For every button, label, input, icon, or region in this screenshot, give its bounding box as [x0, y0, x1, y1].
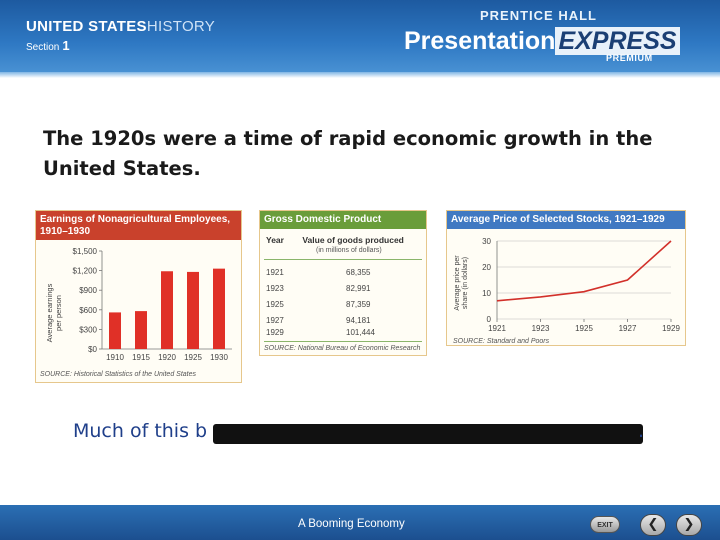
- stock-chart-panel: Average Price of Selected Stocks, 1921–1…: [446, 210, 686, 346]
- product-logo: Presentation EXPRESS: [404, 27, 680, 56]
- gdp-table-title: Gross Domestic Product: [260, 211, 426, 229]
- earnings-bar: [135, 311, 147, 349]
- earnings-bar-chart: Average earnings per person $0 $300 $600 $9…: [45, 247, 232, 362]
- stock-x-tick-label: 1923: [532, 324, 550, 333]
- previous-slide-button[interactable]: ❮: [640, 514, 666, 536]
- stock-series-line: [496, 240, 672, 302]
- gdp-value: 101,444: [346, 328, 375, 337]
- stock-x-tick-label: 1929: [662, 324, 680, 333]
- product-sub: PREMIUM: [606, 53, 653, 63]
- earnings-x-tick-label: 1920: [158, 353, 176, 362]
- stock-x-tick-label: 1921: [488, 324, 506, 333]
- footer-title: A Booming Economy: [298, 518, 405, 530]
- exit-button[interactable]: EXIT: [590, 516, 620, 533]
- earnings-x-tick-label: 1925: [184, 353, 202, 362]
- stock-chart-title: Average Price of Selected Stocks, 1921–1…: [447, 211, 685, 229]
- chevron-left-icon: ❮: [647, 517, 659, 532]
- earnings-y-tick-label: $1,500: [73, 247, 98, 256]
- slide-title: The 1920s were a time of rapid economic …: [43, 127, 653, 180]
- gdp-value: 94,181: [346, 316, 371, 325]
- publisher-name: PRENTICE HALL: [480, 8, 597, 23]
- gdp-year: 1927: [266, 316, 284, 325]
- gdp-col-year: Year: [266, 235, 284, 245]
- earnings-x-tick-label: 1910: [106, 353, 124, 362]
- gdp-year: 1921: [266, 268, 284, 277]
- earnings-x-tick-label: 1930: [210, 353, 228, 362]
- earnings-y-tick-label: $300: [79, 325, 97, 334]
- earnings-chart-panel: Earnings of Nonagricultural Employees, 1…: [35, 210, 242, 383]
- stock-line-chart: Average price per share (in dollars) 0 10…: [454, 237, 680, 333]
- stock-ylabel-2: share (in dollars): [462, 257, 469, 309]
- earnings-y-tick-label: $0: [88, 345, 97, 354]
- earnings-y-tick-label: $1,200: [73, 267, 98, 276]
- table-row: 1929 101,444: [266, 328, 416, 341]
- earnings-y-tick-label: $600: [79, 306, 97, 315]
- earnings-bar: [109, 312, 121, 349]
- table-row: 1925 87,359: [266, 300, 416, 313]
- footer-bar: A Booming Economy EXIT ❮ ❯: [0, 505, 720, 540]
- caption-visible-text: Much of this b: [73, 420, 208, 442]
- section-number: 1: [62, 38, 70, 53]
- earnings-title-line1: Earnings of Nonagricultural Employees,: [40, 214, 231, 225]
- earnings-y-tick-label: $900: [79, 286, 97, 295]
- gdp-col-value: Value of goods produced: [302, 235, 404, 245]
- product-name-b: EXPRESS: [555, 27, 680, 55]
- earnings-bar: [213, 268, 225, 349]
- section-label: Section: [26, 42, 60, 53]
- earnings-x-tick-label: 1915: [132, 353, 150, 362]
- stock-y-tick-label: 10: [482, 289, 491, 298]
- earnings-title-line2: 1910–1930: [40, 226, 91, 237]
- brand-light: HISTORY: [146, 18, 216, 35]
- table-row: 1927 94,181: [266, 316, 416, 329]
- earnings-ylabel-2: per person: [54, 295, 63, 331]
- stock-ylabel-1: Average price per: [454, 255, 461, 311]
- gdp-header-divider: [264, 259, 422, 260]
- section-indicator: Section 1: [26, 38, 70, 53]
- earnings-chart-title: Earnings of Nonagricultural Employees, 1…: [36, 211, 241, 240]
- gdp-value: 82,991: [346, 284, 371, 293]
- stock-x-tick-label: 1927: [619, 324, 637, 333]
- gdp-year: 1923: [266, 284, 284, 293]
- gdp-value: 68,355: [346, 268, 371, 277]
- next-slide-button[interactable]: ❯: [676, 514, 702, 536]
- gdp-year: 1929: [266, 328, 284, 337]
- header-band: UNITED STATESHISTORY Section 1 PRENTICE H…: [0, 0, 720, 78]
- slide-caption: Much of this b: [73, 420, 207, 442]
- stock-source: SOURCE: Standard and Poors: [453, 338, 550, 345]
- earnings-bar: [187, 271, 199, 349]
- gdp-table-panel: Gross Domestic Product Year Value of goo…: [259, 210, 427, 356]
- stock-y-tick-label: 20: [482, 263, 491, 272]
- earnings-source: SOURCE: Historical Statistics of the Uni…: [40, 371, 196, 378]
- brand-strong: UNITED STATES: [26, 18, 147, 35]
- earnings-ylabel-1: Average earnings: [45, 283, 54, 342]
- chevron-right-icon: ❯: [683, 517, 695, 532]
- product-name-a: Presentation: [404, 27, 556, 55]
- stock-y-tick-label: 0: [487, 315, 492, 324]
- gdp-header-row: Year Value of goods produced: [266, 235, 404, 245]
- stock-x-tick-label: 1925: [575, 324, 593, 333]
- earnings-bar: [161, 271, 173, 349]
- gdp-source: SOURCE: National Bureau of Economic Rese…: [264, 345, 421, 352]
- table-row: 1923 82,991: [266, 284, 416, 297]
- gdp-footer-divider: [264, 341, 422, 342]
- stock-y-tick-label: 30: [482, 237, 491, 246]
- caption-end-punct: .: [638, 420, 645, 442]
- redaction-bar: [213, 424, 643, 444]
- table-row: 1921 68,355: [266, 268, 416, 281]
- gdp-value: 87,359: [346, 300, 371, 309]
- gdp-col-unit: (in millions of dollars): [316, 247, 382, 254]
- gdp-year: 1925: [266, 300, 284, 309]
- brand-logo-left: UNITED STATESHISTORY: [26, 18, 215, 35]
